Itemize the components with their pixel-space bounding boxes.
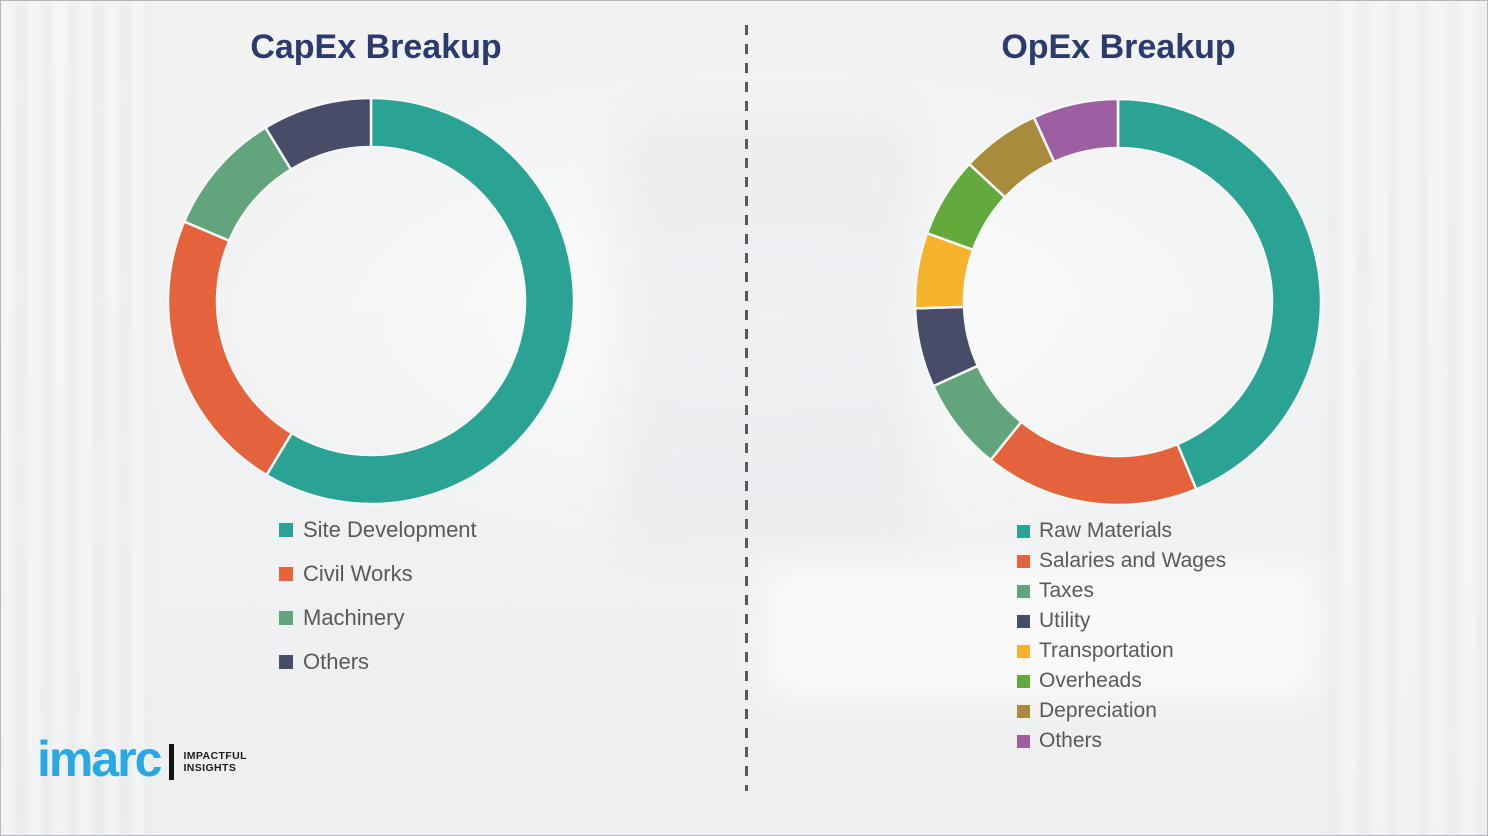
legend-item: Depreciation [1017,696,1226,726]
background-texture-lower [761,561,1321,701]
donut-segment-others [1032,97,1120,164]
background-texture-center [621,121,921,541]
opex-donut-chart [913,97,1323,507]
opex-chart-title: OpEx Breakup [1001,28,1236,66]
vertical-dashed-divider [745,25,748,791]
donut-segment-salaries-and-wages [988,420,1198,507]
legend-label: Others [303,649,370,674]
legend-label: Salaries and Wages [1039,549,1227,572]
legend-label: Site Development [303,517,477,542]
legend-item: Others [1017,726,1226,756]
legend-label: Raw Materials [1039,519,1173,542]
legend-swatch-icon [279,611,293,625]
legend-swatch-icon [1017,584,1030,598]
legend-item: Overheads [1017,666,1226,696]
legend-item: Site Development [279,508,477,552]
legend-label: Transportation [1039,639,1174,662]
logo-divider-bar [169,744,175,780]
legend-swatch-icon [1017,674,1030,688]
legend-label: Overheads [1039,669,1142,692]
opex-legend: Raw Materials Salaries and Wages Taxes Util… [1017,516,1226,756]
legend-item: Salaries and Wages [1017,546,1226,576]
imarc-wordmark: imarc [37,731,162,787]
legend-item: Machinery [279,596,477,640]
legend-label: Machinery [303,605,405,630]
donut-segment-raw-materials [1116,97,1323,491]
legend-swatch-icon [279,567,293,581]
imarc-logo: imarc IMPACTFUL INSIGHTS [37,734,247,784]
legend-swatch-icon [1017,554,1030,568]
legend-item: Transportation [1017,636,1226,666]
legend-swatch-icon [1017,734,1030,748]
donut-segment-site-development [264,96,576,506]
logo-tagline: IMPACTFUL INSIGHTS [183,750,246,775]
donut-segment-civil-works [166,219,294,477]
logo-tagline-line1: IMPACTFUL [183,749,247,762]
legend-label: Taxes [1039,579,1094,602]
logo-tagline-line2: INSIGHTS [183,762,237,774]
legend-item: Taxes [1017,576,1226,606]
capex-legend: Site Development Civil Works Machinery Othe… [279,508,477,684]
legend-swatch-icon [1017,704,1030,718]
capex-donut-chart [166,96,576,506]
legend-item: Raw Materials [1017,516,1226,546]
legend-label: Utility [1039,609,1091,632]
legend-item: Civil Works [279,552,477,596]
background-texture-left [1,1,151,835]
legend-swatch-icon [279,655,293,669]
donut-segment-others [263,96,373,172]
legend-item: Others [279,640,477,684]
legend-label: Others [1039,729,1103,752]
legend-label: Civil Works [303,561,413,586]
legend-swatch-icon [1017,614,1030,628]
legend-label: Depreciation [1039,699,1157,722]
legend-item: Utility [1017,606,1226,636]
legend-swatch-icon [1017,644,1030,658]
legend-swatch-icon [279,523,293,537]
background-texture-right [1327,1,1487,835]
capex-chart-title: CapEx Breakup [250,28,502,66]
legend-swatch-icon [1017,524,1030,538]
